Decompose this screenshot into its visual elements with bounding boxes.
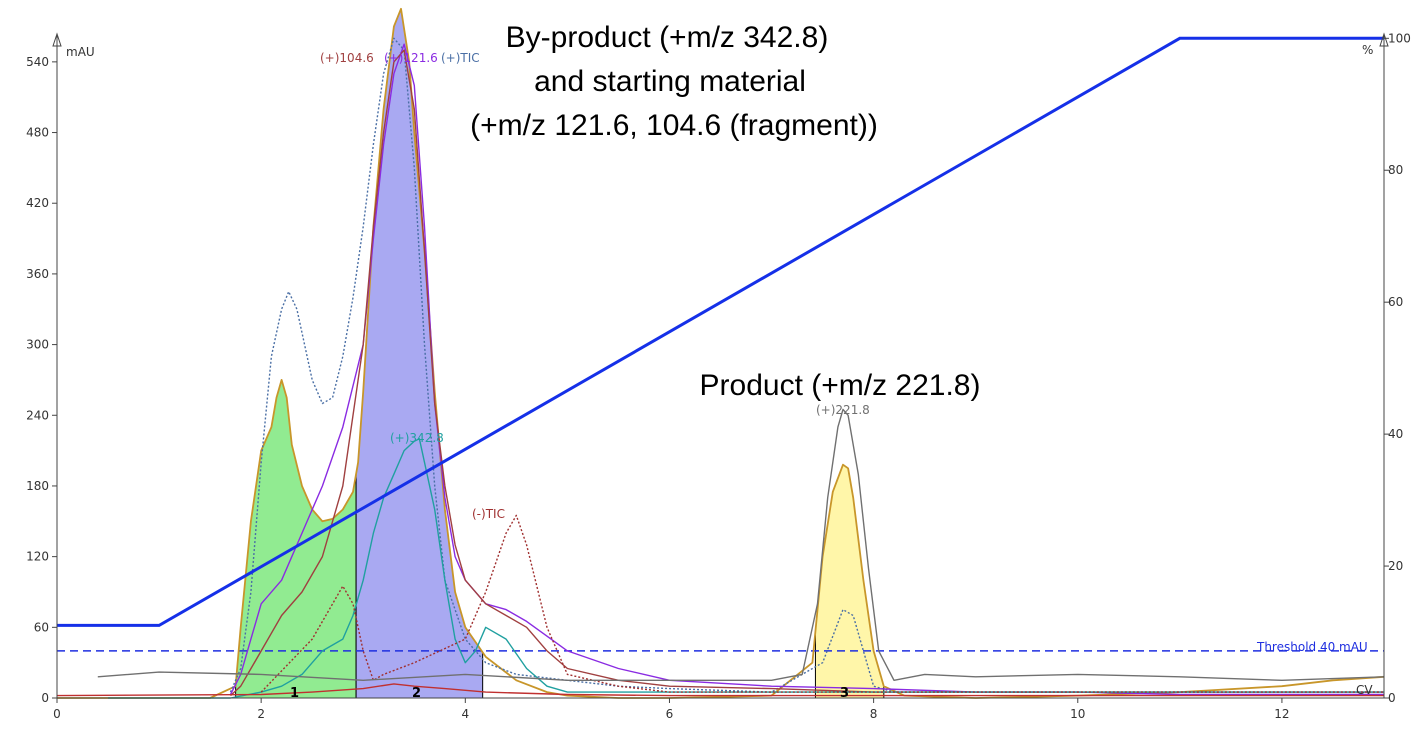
axes: 0 2 4 6 8 10 120601201802403003604204805400204… [26,31,1411,721]
y-right-tick-label: 100 [1388,31,1411,45]
y-right-tick-label: 20 [1388,559,1403,573]
x-tick-label: 2 [257,707,265,721]
y-left-tick-label: 0 [41,691,49,705]
y-left-tick-label: 420 [26,196,49,210]
series-baseline [56,683,1384,697]
y-right-unit: % [1362,43,1373,57]
y-left-tick-label: 480 [26,126,49,140]
y-right-tick-label: 60 [1388,295,1403,309]
x-tick-label: 0 [53,707,61,721]
x-tick-label: 8 [870,707,878,721]
trace-label-mz342: (+)342.8 [390,431,444,445]
peak-fill-3 [815,465,884,698]
series-221-8 [97,408,1385,681]
gradient-line [57,36,1384,627]
annotation-byproduct-line2: and starting material [534,65,806,98]
peak-number-1: 1 [290,686,299,701]
annotation-byproduct-line3: (+m/z 121.6, 104.6 (fragment)) [470,109,878,142]
trace-label-tic-pos: (+)TIC [441,51,480,65]
series-tic [229,37,1384,693]
x-tick-label: 6 [666,707,674,721]
peak-fill-1 [235,380,357,698]
trace-label-mz221: (+)221.8 [816,403,870,417]
cv-label: CV [1356,683,1373,697]
trace-label-tic-neg: (-)TIC [472,507,505,521]
series-layer [56,7,1385,699]
y-right-tick-label: 80 [1388,163,1403,177]
y-left-tick-label: 120 [26,550,49,564]
y-right-arrow [1379,32,1389,47]
series-104-6 [230,49,1384,697]
annotation-product: Product (+m/z 221.8) [700,369,981,402]
peak-number-3: 3 [840,686,849,701]
y-left-tick-label: 180 [26,479,49,493]
series-342-8 [108,438,1384,699]
series-121-6 [229,43,1384,696]
x-tick-label: 10 [1070,707,1085,721]
annotation-byproduct-line1: By-product (+m/z 342.8) [506,21,829,54]
x-tick-label: 4 [461,707,469,721]
y-left-tick-label: 300 [26,338,49,352]
trace-label-mz104: (+)104.6 [320,51,374,65]
trace-label-mz121: (+)121.6 [384,51,438,65]
peak-number-2: 2 [412,686,421,701]
peak-fraction-fills [235,10,885,698]
y-left-tick-label: 540 [26,55,49,69]
y-left-tick-label: 60 [34,620,49,634]
series-tic [260,514,1384,693]
y-left-tick-label: 240 [26,408,49,422]
x-tick-label: 12 [1274,707,1289,721]
y-right-tick-label: 0 [1388,691,1396,705]
y-right-tick-label: 40 [1388,427,1403,441]
y-left-unit: mAU [66,45,95,59]
threshold-label: Threshold 40 mAU [1256,640,1368,654]
y-left-tick-label: 360 [26,267,49,281]
y-left-arrow [52,32,62,47]
peak-fill-2 [356,10,483,698]
